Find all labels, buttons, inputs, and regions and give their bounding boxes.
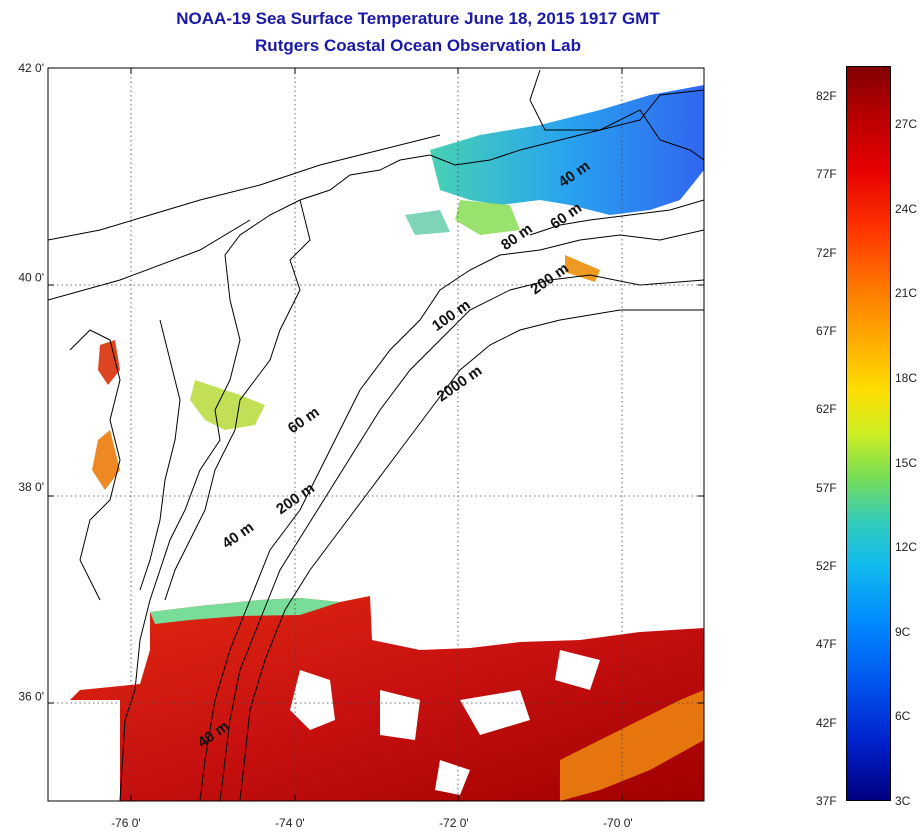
bay-patch [190,380,265,430]
depth-contour-label: 40 m [219,519,257,553]
longitude-label: -74 0' [275,816,305,830]
colorbar-celsius-label: 12C [895,540,918,555]
contour-line [239,309,704,801]
river-outline [48,219,251,301]
colorbar-fahrenheit-label: 57F [816,480,837,495]
bay-patch [92,430,120,490]
colorbar-celsius-label: 9C [895,624,911,639]
cool-patch [455,200,520,235]
map-frame [47,67,705,802]
colorbar-celsius-label: 6C [895,709,911,724]
colorbar-celsius-label: 18C [895,370,918,385]
latitude-label: 38 0' [18,480,44,494]
sst-data-layer [48,69,704,801]
cool-water-region [430,85,704,215]
cool-fringe [150,598,340,624]
cloud-gap [380,690,420,740]
colorbar-celsius-label: 3C [895,794,911,808]
depth-contour-label: 60 m [285,404,323,438]
colorbar-fahrenheit-label: 42F [816,715,837,730]
cloud-gap [435,760,470,795]
latitude-label: 36 0' [18,689,44,703]
colorbar-fahrenheit-label: 47F [816,637,837,652]
colorbar-celsius-label: 27C [895,117,918,131]
bay-patch [98,340,120,385]
contour-line [219,274,704,801]
colorbar-fahrenheit-label: 67F [816,324,837,338]
depth-contour-label: 200 m [273,480,318,518]
longitude-label: -72 0' [439,816,469,830]
temperature-colorbar [846,66,891,801]
colorbar-fahrenheit-label: 72F [816,245,837,260]
depth-contour-label: 2000 m [434,362,485,405]
colorbar-fahrenheit-label: 82F [816,89,837,103]
map-subtitle: Rutgers Coastal Ocean Observation Lab [255,36,581,55]
colorbar-fahrenheit-label: 62F [816,402,837,417]
cloud-gap [460,690,530,735]
contour-line [199,229,704,801]
coastline [119,89,704,801]
contour-line [529,199,704,236]
bay-outline [69,329,121,601]
latitude-label: 42 0' [18,61,44,75]
latitude-label: 40 0' [18,270,44,284]
bay-outline [139,319,181,591]
longitude-label: -70 0' [603,816,633,830]
latitude-labels: 42 0' 40 0' 38 0' 36 0' [18,61,44,703]
coastline-inner [164,199,311,601]
depth-contour-label: 200 m [527,260,572,298]
colorbar-celsius-label: 21C [895,286,918,301]
colorbar-fahrenheit-label: 52F [816,559,837,573]
longitude-label: -76 0' [111,816,141,830]
longitude-labels: -76 0' -74 0' -72 0' -70 0' [111,816,633,830]
cloud-gap [290,670,335,730]
map-grid [48,68,704,801]
colorbar-celsius-label: 24C [895,201,918,216]
cool-patch [405,210,450,235]
colorbar-fahrenheit-label: 77F [816,167,837,182]
river-outline [48,134,441,241]
colorbar-fahrenheit-label: 37F [816,794,837,808]
warm-band-region [560,690,704,801]
river-outline [529,69,704,161]
map-title: NOAA-19 Sea Surface Temperature June 18,… [176,9,660,28]
cloud-gap [555,650,600,690]
colorbar-celsius-label: 15C [895,455,918,470]
tick-marks [48,67,704,801]
